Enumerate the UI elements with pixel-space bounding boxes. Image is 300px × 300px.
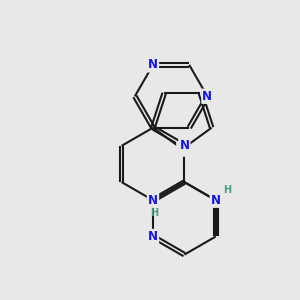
Text: H: H	[224, 185, 232, 195]
Text: N: N	[148, 194, 158, 207]
Text: N: N	[179, 139, 189, 152]
Text: H: H	[150, 208, 158, 218]
Text: N: N	[148, 230, 158, 243]
Text: O: O	[177, 142, 187, 155]
Text: N: N	[211, 194, 221, 207]
Text: N: N	[202, 90, 212, 103]
Text: N: N	[148, 58, 158, 71]
